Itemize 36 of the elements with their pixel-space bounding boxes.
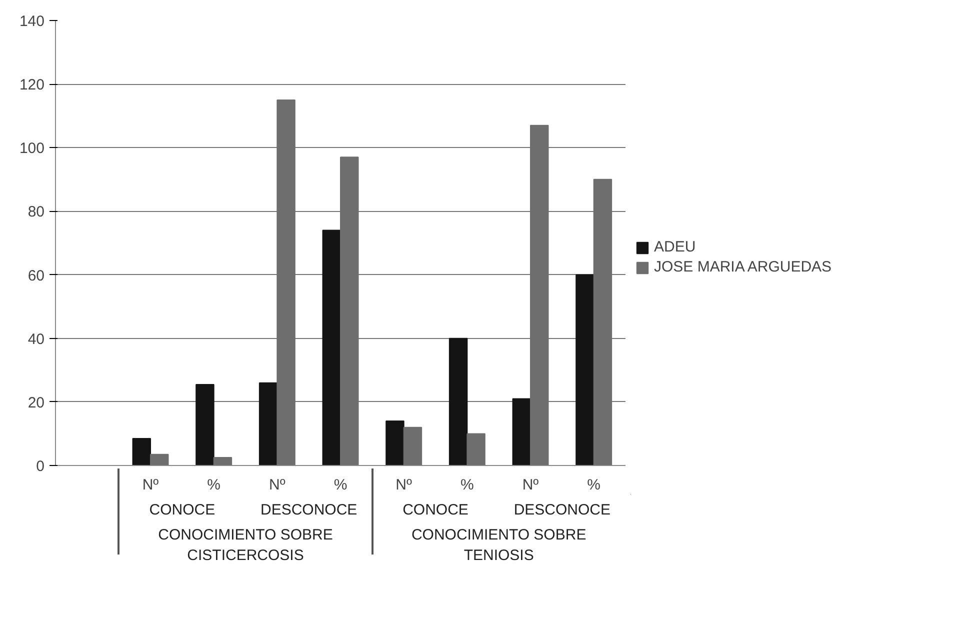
- y-tick-label: 60: [28, 267, 45, 284]
- text: CONOCIMIENTO SOBRE TENIOSIS: [411, 526, 586, 564]
- y-tick-label: 140: [19, 13, 45, 30]
- bar: [258, 382, 278, 466]
- bar: [448, 338, 468, 466]
- x-tick-label: %: [587, 476, 601, 494]
- y-tick-label: 0: [36, 458, 44, 475]
- x-tick-label: %: [460, 476, 474, 494]
- y-tick-label: 40: [28, 330, 45, 348]
- legend-label: JOSE MARIA ARGUEDAS: [654, 258, 832, 276]
- x-tick-label: %: [207, 476, 221, 494]
- bar: [196, 384, 214, 466]
- text: CONOCE: [149, 502, 216, 518]
- bar: [132, 438, 151, 466]
- y-tick-label: 120: [19, 76, 45, 94]
- y-tick-label: 100: [19, 140, 45, 158]
- bar: [576, 274, 594, 466]
- y-tick-label: 20: [28, 394, 45, 412]
- text: DESCONOCE: [260, 502, 358, 518]
- bar: [466, 433, 486, 466]
- x-tick-label: Nº: [142, 476, 160, 494]
- x-tick-label: Nº: [269, 476, 286, 494]
- text: CONOCE: [402, 502, 468, 518]
- bar: [403, 426, 422, 466]
- bar: [150, 454, 169, 466]
- y-tick-label: 80: [28, 204, 45, 221]
- bar: [322, 230, 341, 466]
- text: DESCONOCE: [514, 502, 611, 518]
- bar: [512, 398, 531, 466]
- x-tick-label: Nº: [396, 476, 413, 494]
- x-tick-label: Nº: [522, 476, 540, 494]
- text: CONOCIMIENTO SOBRE CISTICERCOSIS: [158, 526, 333, 564]
- bar: [213, 457, 232, 466]
- bar: [386, 420, 404, 466]
- x-tick-label: %: [334, 476, 348, 494]
- legend-label: ADEU: [654, 238, 696, 256]
